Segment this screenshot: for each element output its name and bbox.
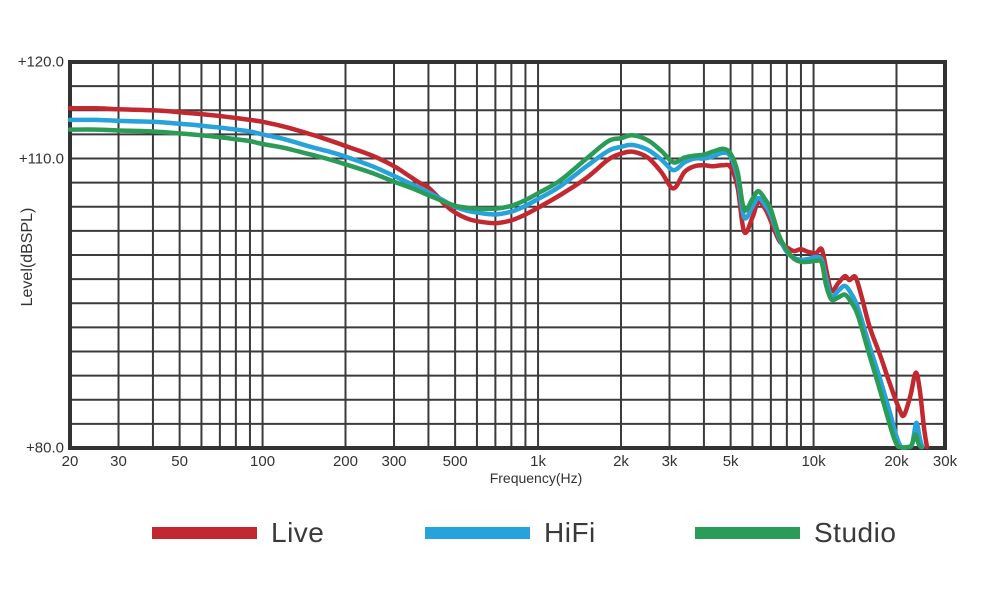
x-tick-label: 10k — [801, 453, 826, 470]
y-tick-label: +80.0 — [26, 439, 64, 457]
y-tick-label: +120.0 — [17, 53, 64, 71]
legend-label-studio: Studio — [814, 517, 897, 548]
legend-swatch-studio — [695, 527, 800, 539]
x-tick-label: 30 — [110, 453, 127, 470]
legend-label-hifi: HiFi — [544, 517, 596, 548]
x-tick-label: 2k — [613, 453, 629, 470]
legend-item-live: Live — [152, 516, 324, 550]
series-line-live — [67, 106, 930, 450]
x-tick-label: 1k — [530, 453, 546, 470]
plot-border — [68, 60, 947, 450]
legend-swatch-live — [152, 527, 257, 539]
legend-label-live: Live — [271, 517, 325, 548]
x-tick-label: 300 — [381, 453, 407, 470]
x-axis-title: Frequency(Hz) — [489, 470, 583, 486]
x-tick-label: 20k — [884, 453, 909, 470]
x-tick-label: 5k — [722, 453, 739, 470]
legend-item-studio: Studio — [695, 516, 896, 550]
x-tick-label: 30k — [932, 453, 958, 470]
series-line-studio — [67, 127, 924, 450]
legend-item-hifi: HiFi — [425, 516, 596, 550]
x-tick-label: 3k — [661, 453, 678, 470]
y-tick-label: +110.0 — [18, 150, 64, 167]
x-tick-label: 50 — [171, 453, 188, 470]
x-tick-label: 200 — [332, 453, 358, 470]
y-axis-title: Level(dBSPL) — [19, 207, 36, 307]
series-line-hifi — [67, 117, 925, 451]
x-tick-label: 500 — [442, 453, 468, 470]
legend-swatch-hifi — [425, 527, 530, 539]
x-tick-label: 100 — [250, 453, 276, 470]
x-tick-label: 20 — [61, 453, 79, 470]
